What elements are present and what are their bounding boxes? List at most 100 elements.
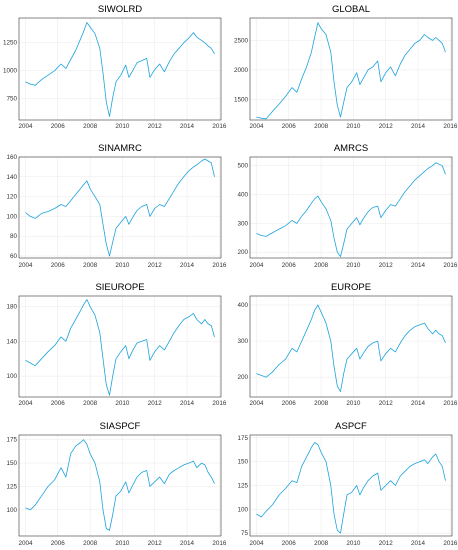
x-tick-label: 2016 [212,123,227,130]
series-line [256,304,446,392]
chart-panel-5: SIEUROPE 2004 2006 2008 2010 2012 2014 2016 100 1… [6,282,226,407]
y-tick-label: 140 [6,338,17,345]
panel-title: AMRCS [334,143,368,154]
y-tick-label: 200 [237,249,248,256]
x-tick-label: 2008 [83,123,98,130]
x-tick-label: 2004 [249,262,264,269]
series-line [25,22,215,117]
x-tick-label: 2016 [212,400,227,407]
x-tick-label: 2008 [314,262,329,269]
x-tick-label: 2010 [346,262,361,269]
chart-panel-2: GLOBAL 2004 2006 2008 2010 2012 2014 2016 1500 20… [234,4,458,130]
x-tick-label: 2012 [379,262,394,269]
series-line [256,162,446,257]
y-tick-label: 150 [6,460,17,467]
x-tick-label: 2008 [314,400,329,407]
y-tick-label: 150 [237,459,248,466]
x-tick-label: 2008 [83,540,98,547]
plot-frame [18,17,222,121]
x-tick-label: 2010 [115,400,130,407]
x-tick-label: 2016 [443,123,458,130]
chart-panel-1: SIWOLRD 2004 2006 2008 2010 2012 2014 2016 750 10… [3,4,227,130]
x-tick-label: 2006 [51,262,66,269]
y-tick-label: 400 [237,302,248,309]
y-tick-label: 1500 [234,96,249,103]
chart-panel-8: ASPCF 2004 2006 2008 2010 2012 2014 2016 75 100 12… [237,421,457,547]
panel-title: SIEUROPE [95,282,144,293]
chart-panel-7: SIASPCF 2004 2006 2008 2010 2012 2014 2016 100 12… [6,421,226,547]
x-tick-label: 2012 [148,400,163,407]
x-tick-label: 2014 [411,400,426,407]
y-tick-label: 400 [237,192,248,199]
series-line [25,158,215,257]
y-tick-label: 125 [6,483,17,490]
plot-frame [249,434,453,537]
x-tick-label: 2016 [212,262,227,269]
y-tick-label: 175 [237,435,248,442]
panel-title: EUROPE [331,282,371,293]
plot-frame [249,17,453,121]
x-tick-label: 2012 [379,540,394,547]
y-tick-label: 500 [237,163,248,170]
panel-title: SIWOLRD [98,4,142,15]
x-tick-label: 2012 [148,540,163,547]
x-tick-label: 2016 [212,540,227,547]
x-tick-label: 2014 [180,123,195,130]
x-tick-label: 2008 [83,400,98,407]
y-tick-label: 100 [6,507,17,514]
chart-panel-4: AMRCS 2004 2006 2008 2010 2012 2014 2016 200 300 4… [237,143,457,269]
x-tick-label: 2004 [18,123,33,130]
series-line [256,442,446,534]
y-tick-label: 160 [6,154,17,161]
y-tick-label: 2000 [234,67,249,74]
x-tick-label: 2006 [282,400,297,407]
x-tick-label: 2010 [115,540,130,547]
chart-panel-3: SINAMRC 2004 2006 2008 2010 2012 2014 2016 60 80 1… [6,143,226,269]
y-tick-label: 175 [6,437,17,444]
x-tick-label: 2014 [180,262,195,269]
plot-frame [249,156,453,259]
y-tick-label: 100 [6,213,17,220]
y-tick-label: 60 [10,253,18,260]
plot-frame [249,295,453,398]
x-tick-label: 2014 [180,400,195,407]
y-tick-label: 80 [10,233,18,240]
x-tick-label: 2010 [346,540,361,547]
x-tick-label: 2006 [282,123,297,130]
y-tick-label: 125 [237,483,248,490]
y-tick-label: 300 [237,338,248,345]
x-tick-label: 2006 [282,262,297,269]
panel-title: SIASPCF [100,421,141,432]
y-tick-label: 100 [6,373,17,380]
x-tick-label: 2016 [443,262,458,269]
y-tick-label: 2500 [234,37,249,44]
y-tick-label: 180 [6,303,17,310]
y-tick-label: 100 [237,506,248,513]
panel-title: GLOBAL [332,4,370,15]
x-tick-label: 2006 [51,400,66,407]
y-tick-label: 75 [241,530,249,537]
x-tick-label: 2004 [249,540,264,547]
x-tick-label: 2006 [51,540,66,547]
x-tick-label: 2008 [83,262,98,269]
x-tick-label: 2014 [411,123,426,130]
x-tick-label: 2010 [115,262,130,269]
series-line [256,22,446,120]
y-tick-label: 1250 [3,40,18,47]
y-tick-label: 140 [6,174,17,181]
x-tick-label: 2010 [346,123,361,130]
series-line [25,299,215,396]
x-tick-label: 2004 [18,540,33,547]
x-tick-label: 2012 [148,123,163,130]
x-tick-label: 2014 [411,540,426,547]
y-tick-label: 750 [6,96,17,103]
x-tick-label: 2006 [282,540,297,547]
y-tick-label: 300 [237,220,248,227]
y-tick-label: 200 [237,374,248,381]
x-tick-label: 2008 [314,540,329,547]
x-tick-label: 2016 [443,540,458,547]
x-tick-label: 2006 [51,123,66,130]
x-tick-label: 2010 [115,123,130,130]
plot-frame [18,434,222,537]
